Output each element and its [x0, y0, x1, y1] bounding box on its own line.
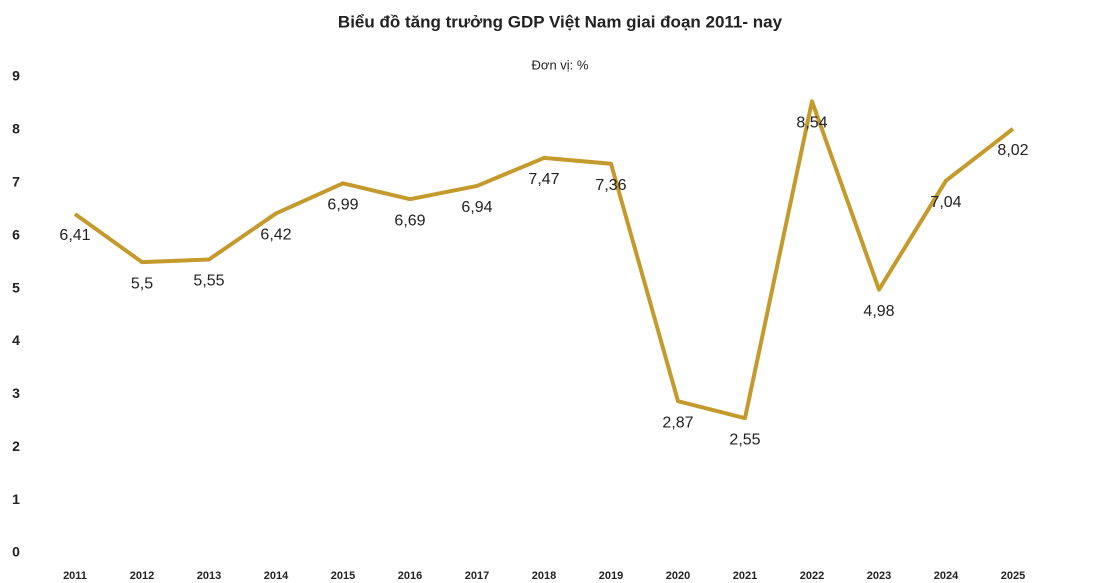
chart-subtitle: Đơn vị: % — [532, 57, 589, 72]
data-label: 6,99 — [327, 197, 358, 214]
data-label: 6,69 — [394, 212, 425, 229]
y-tick-label: 4 — [12, 332, 20, 348]
x-tick-label: 2023 — [867, 570, 891, 582]
x-tick-label: 2021 — [733, 570, 757, 582]
data-label: 5,5 — [131, 275, 153, 292]
x-tick-label: 2022 — [800, 570, 824, 582]
data-label: 8,02 — [997, 142, 1028, 159]
y-tick-label: 0 — [12, 544, 20, 560]
data-label: 7,47 — [528, 171, 559, 188]
x-tick-label: 2011 — [63, 570, 87, 582]
data-line — [73, 99, 1015, 421]
data-label: 8,54 — [796, 115, 827, 132]
x-tick-label: 2017 — [465, 570, 489, 582]
y-tick-label: 3 — [12, 385, 20, 401]
data-label: 6,41 — [59, 227, 90, 244]
x-tick-label: 2020 — [666, 570, 690, 582]
data-label: 4,98 — [863, 303, 894, 320]
x-tick-label: 2015 — [331, 570, 355, 582]
data-label: 7,36 — [595, 177, 626, 194]
x-tick-label: 2012 — [130, 570, 154, 582]
y-tick-label: 6 — [12, 226, 20, 242]
data-label: 2,55 — [729, 431, 760, 448]
data-label: 5,55 — [193, 273, 224, 290]
x-tick-label: 2013 — [197, 570, 221, 582]
data-label: 6,42 — [260, 227, 291, 244]
y-tick-label: 9 — [12, 68, 20, 84]
x-tick-label: 2018 — [532, 570, 556, 582]
y-tick-label: 5 — [12, 279, 20, 295]
y-tick-label: 1 — [12, 491, 20, 507]
x-tick-label: 2016 — [398, 570, 422, 582]
y-tick-label: 7 — [12, 173, 20, 189]
y-tick-label: 2 — [12, 438, 20, 454]
x-tick-label: 2024 — [934, 570, 959, 582]
x-tick-label: 2014 — [264, 570, 289, 582]
data-label: 7,04 — [930, 194, 961, 211]
x-tick-label: 2019 — [599, 570, 623, 582]
data-label: 6,94 — [461, 199, 492, 216]
x-tick-label: 2025 — [1001, 570, 1025, 582]
data-label: 2,87 — [662, 414, 693, 431]
y-tick-label: 8 — [12, 121, 20, 137]
chart-title: Biểu đồ tăng trưởng GDP Việt Nam giai đo… — [338, 12, 783, 31]
